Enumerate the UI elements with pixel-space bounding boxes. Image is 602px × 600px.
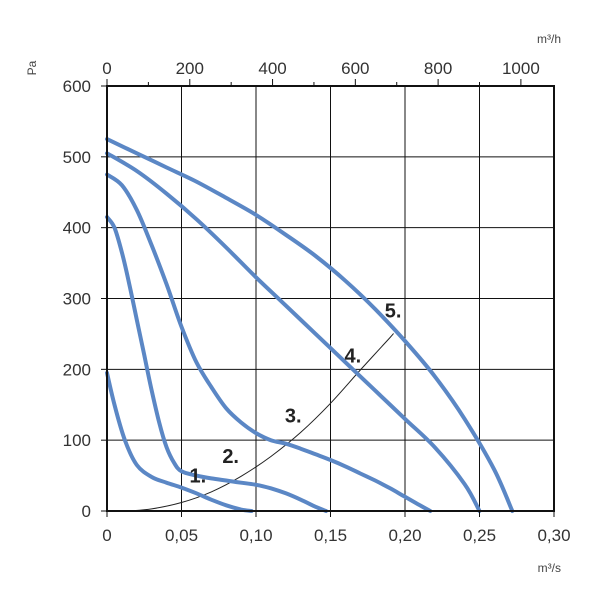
x-tick-label: 0,20 — [388, 526, 421, 545]
curve-label: 2. — [222, 446, 239, 468]
top-tick-label: 400 — [258, 59, 286, 78]
curve-label: 4. — [345, 345, 362, 367]
y-tick-label: 100 — [63, 431, 91, 450]
x-axis-label: m³/s — [538, 561, 561, 575]
x-tick-label: 0,30 — [537, 526, 570, 545]
y-axis-label: Pa — [25, 60, 39, 75]
top-tick-label: 1000 — [502, 59, 540, 78]
y-tick-label: 200 — [63, 360, 91, 379]
fan-curves — [105, 137, 515, 513]
fan-curve-line — [105, 151, 482, 513]
fan-curve-line — [105, 370, 254, 513]
x-tick-label: 0,25 — [463, 526, 496, 545]
y-tick-label: 400 — [63, 219, 91, 238]
y-axis-ticks: 0 100 200 300 400 500 600 — [63, 77, 107, 521]
curve-label: 1. — [190, 466, 207, 488]
grid — [106, 85, 555, 512]
x-tick-label: 0,10 — [239, 526, 272, 545]
x-tick-label: 0,05 — [165, 526, 198, 545]
top-axis-ticks: 0 200 400 600 800 1000 — [102, 59, 540, 86]
curve-labels: 1. 2. 3. 4. 5. — [190, 301, 402, 488]
curve-label: 3. — [285, 405, 302, 427]
y-tick-label: 500 — [63, 148, 91, 167]
top-tick-label: 0 — [102, 59, 111, 78]
x-axis-ticks: 0 0,05 0,10 0,15 0,20 0,25 0,30 — [102, 511, 571, 545]
top-tick-label: 600 — [341, 59, 369, 78]
y-tick-label: 600 — [63, 77, 91, 96]
x-tick-label: 0,15 — [314, 526, 347, 545]
fan-curve-line — [105, 215, 328, 513]
top-tick-label: 800 — [424, 59, 452, 78]
system-curve — [129, 333, 394, 512]
top-axis-label: m³/h — [537, 32, 561, 46]
system-curve-line — [129, 333, 394, 512]
fan-curve-line — [105, 172, 433, 513]
fan-curve-line — [105, 137, 515, 513]
curve-label: 5. — [385, 301, 402, 323]
y-tick-label: 0 — [82, 502, 91, 521]
x-tick-label: 0 — [102, 526, 111, 545]
y-tick-label: 300 — [63, 290, 91, 309]
top-tick-label: 200 — [176, 59, 204, 78]
